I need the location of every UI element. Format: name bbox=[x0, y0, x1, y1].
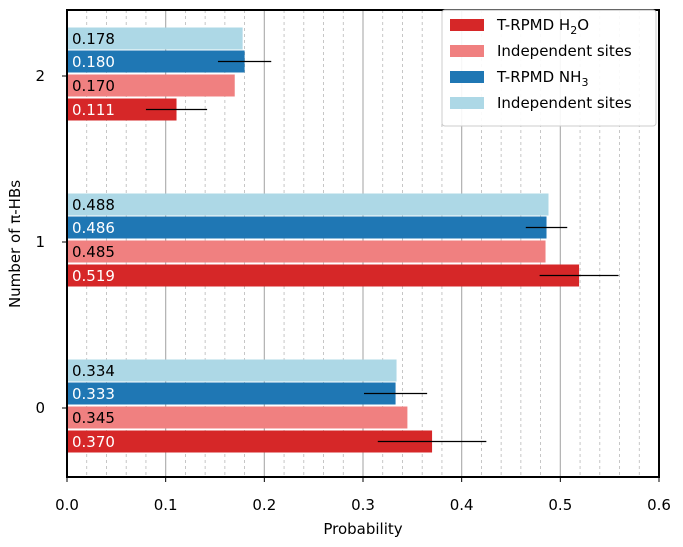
legend-swatch bbox=[450, 97, 484, 109]
bar-value-label: 0.488 bbox=[72, 196, 115, 214]
bar-value-label: 0.370 bbox=[72, 433, 115, 451]
bar bbox=[67, 216, 547, 239]
bar-value-label: 0.486 bbox=[72, 219, 115, 237]
error-bars bbox=[145, 60, 619, 443]
x-tick-label: 0.1 bbox=[154, 496, 178, 514]
bar-value-label: 0.180 bbox=[72, 53, 115, 71]
bar bbox=[67, 406, 408, 429]
bar bbox=[67, 50, 245, 73]
legend-swatch bbox=[450, 45, 484, 57]
x-tick-label: 0.4 bbox=[450, 496, 474, 514]
bar-value-label: 0.333 bbox=[72, 385, 115, 403]
legend-label-tail: O bbox=[577, 16, 589, 34]
y-tick-label: 1 bbox=[35, 233, 45, 251]
bar bbox=[67, 430, 433, 453]
y-tick-label: 2 bbox=[35, 67, 45, 85]
y-tick-label: 0 bbox=[35, 399, 45, 417]
bars bbox=[67, 27, 580, 453]
bar bbox=[67, 193, 549, 216]
bar bbox=[67, 98, 177, 121]
bar bbox=[67, 382, 396, 405]
legend-swatch bbox=[450, 19, 484, 31]
legend-label: Independent sites bbox=[497, 42, 632, 60]
legend-label: T-RPMD NH3 bbox=[496, 68, 588, 89]
legend-label: T-RPMD H2O bbox=[496, 16, 589, 37]
bar bbox=[67, 27, 243, 50]
legend-label-main: Independent sites bbox=[497, 94, 632, 112]
legend: T-RPMD H2O Independent sites T-RPMD NH3 Ind… bbox=[441, 9, 657, 127]
x-axis-ticks: 0.0 0.1 0.2 0.3 0.4 0.5 0.6 bbox=[55, 477, 671, 514]
bar-labels: 0.370 0.345 0.333 0.334 0.519 0.485 0.486 0.488… bbox=[72, 30, 115, 451]
bar bbox=[67, 359, 397, 382]
x-tick-label: 0.6 bbox=[647, 496, 671, 514]
legend-label-main: T-RPMD NH bbox=[496, 68, 581, 86]
x-tick-label: 0.2 bbox=[252, 496, 276, 514]
legend-box bbox=[441, 9, 657, 127]
legend-label-main: Independent sites bbox=[497, 42, 632, 60]
y-axis-ticks: 0 1 2 bbox=[35, 67, 67, 417]
legend-swatch bbox=[450, 71, 484, 83]
bar-value-label: 0.345 bbox=[72, 409, 115, 427]
bar bbox=[67, 240, 546, 263]
x-tick-label: 0.3 bbox=[351, 496, 375, 514]
bar-value-label: 0.519 bbox=[72, 267, 115, 285]
bar-value-label: 0.334 bbox=[72, 362, 115, 380]
y-axis-title: Number of π-HBs bbox=[6, 180, 24, 308]
x-tick-label: 0.0 bbox=[55, 496, 79, 514]
bar-value-label: 0.170 bbox=[72, 77, 115, 95]
bar-value-label: 0.111 bbox=[72, 101, 115, 119]
bar bbox=[67, 74, 235, 97]
bar-value-label: 0.485 bbox=[72, 243, 115, 261]
legend-label-subscript: 3 bbox=[581, 76, 588, 89]
x-axis-title: Probability bbox=[323, 520, 402, 538]
legend-label: Independent sites bbox=[497, 94, 632, 112]
x-tick-label: 0.5 bbox=[548, 496, 572, 514]
legend-label-subscript: 2 bbox=[570, 24, 577, 37]
bar-value-label: 0.178 bbox=[72, 30, 115, 48]
bar bbox=[67, 264, 580, 287]
legend-label-main: T-RPMD H bbox=[496, 16, 570, 34]
